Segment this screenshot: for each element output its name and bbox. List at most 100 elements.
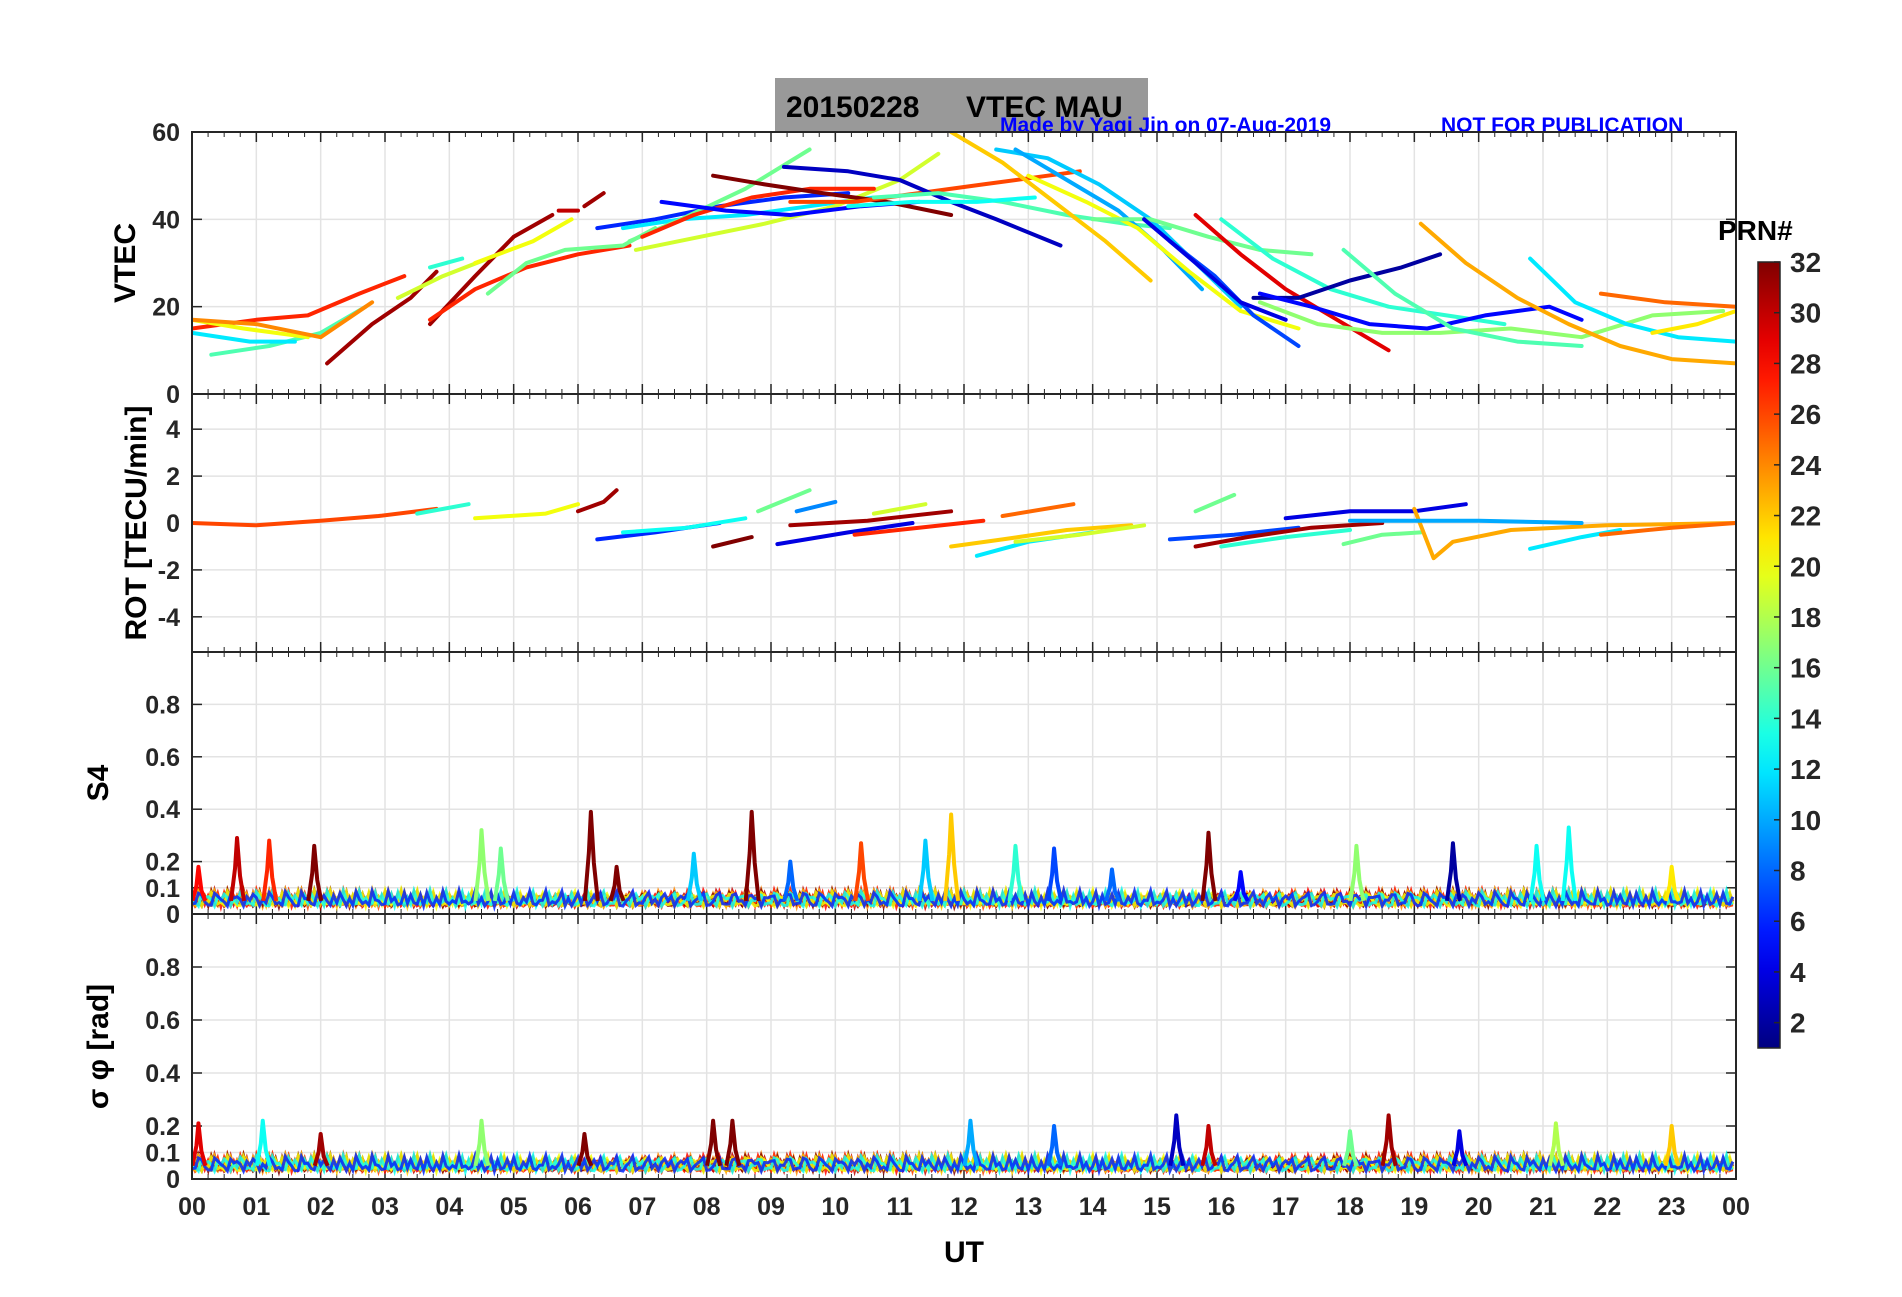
- x-axis-label: UT: [944, 1236, 984, 1269]
- spike-prn-17: [473, 1118, 491, 1167]
- spike-prn-28: [192, 864, 208, 902]
- y-axis-label-vtec: VTEC: [109, 223, 142, 303]
- series-prn-16: [1193, 492, 1237, 514]
- spike-prn-14: [1007, 843, 1025, 902]
- series-group-s4: [192, 809, 1735, 913]
- series-prn-14: [428, 256, 465, 270]
- colorbar-label: 32: [1790, 247, 1821, 278]
- spike-prn-21: [1663, 864, 1681, 902]
- y-tick-label: 0.4: [145, 1060, 180, 1088]
- x-tick-label: 03: [371, 1193, 399, 1221]
- x-tick-label: 20: [1465, 1193, 1493, 1221]
- spike-prn-11: [685, 851, 703, 902]
- colorbar-label: 6: [1790, 906, 1806, 937]
- y-tick-label: 0.4: [145, 796, 180, 824]
- y-tick-label: 0.6: [145, 744, 180, 772]
- y-tick-label: 0.8: [145, 954, 180, 982]
- series-prn-21: [1650, 309, 1736, 335]
- series-group-vtec: [192, 132, 1736, 366]
- colorbar-label: 10: [1790, 805, 1821, 836]
- x-tick-label: 08: [693, 1193, 721, 1221]
- series-group-rot: [192, 488, 1736, 561]
- series-prn-32: [711, 535, 754, 549]
- title-date: 20150228: [786, 91, 919, 124]
- colorbar-label: 30: [1790, 298, 1821, 329]
- spike-prn-13: [254, 1118, 272, 1167]
- y-tick-label: 0: [166, 510, 180, 538]
- colorbar-label: 26: [1790, 399, 1821, 430]
- series-prn-26: [788, 169, 1082, 204]
- spike-prn-3: [1168, 1113, 1186, 1167]
- spike-prn-32: [576, 1131, 594, 1167]
- series-prn-3: [781, 164, 1063, 248]
- series-prn-17: [1257, 300, 1726, 340]
- series-prn-23: [1418, 221, 1736, 366]
- series-prn-24: [192, 300, 375, 340]
- spike-prn-7: [1046, 846, 1064, 902]
- spike-prn-32: [705, 1118, 723, 1167]
- spike-prn-32: [306, 843, 324, 902]
- series-prn-16: [1090, 217, 1314, 257]
- spike-prn-5: [1232, 870, 1250, 902]
- colorbar-label: 16: [1790, 653, 1821, 684]
- spike-prn-13: [1560, 825, 1578, 902]
- x-tick-label: 00: [1722, 1193, 1750, 1221]
- x-tick-label: 13: [1014, 1193, 1042, 1221]
- spike-prn-27: [261, 838, 279, 902]
- y-tick-label: 20: [152, 294, 180, 322]
- x-tick-label: 17: [1272, 1193, 1300, 1221]
- y-tick-label: 0: [166, 901, 180, 929]
- y-tick-label: 0: [166, 381, 180, 409]
- panel-sigma_phi: 00.10.2 0.4 0.6 0.8 σ φ [rad]: [82, 913, 1737, 1194]
- series-prn-20: [473, 217, 574, 265]
- y-tick-label: 4: [166, 416, 180, 444]
- colorbar-label: 4: [1790, 957, 1806, 988]
- spike-prn-32: [582, 809, 600, 902]
- colorbar-label: 22: [1790, 501, 1821, 532]
- colorbar-label: 2: [1790, 1008, 1806, 1039]
- y-tick-label: 0.6: [145, 1007, 180, 1035]
- colorbar-label: 20: [1790, 551, 1821, 582]
- series-prn-15: [1341, 247, 1584, 348]
- spike-prn-32: [743, 809, 761, 902]
- series-prn-19: [871, 502, 928, 516]
- series-prn-25: [1000, 502, 1076, 518]
- colorbar-title: PRN#: [1718, 215, 1793, 246]
- spike-prn-16: [1342, 1129, 1359, 1167]
- series-prn-31: [576, 488, 619, 514]
- series-prn-25: [1598, 521, 1736, 537]
- panel-s4: 00.10.2 0.4 0.6 0.8 S4: [82, 651, 1737, 929]
- y-tick-label: -4: [158, 604, 180, 632]
- colorbar-label: 18: [1790, 602, 1821, 633]
- spike-prn-30: [1200, 1124, 1218, 1167]
- y-tick-label: 2: [166, 463, 180, 491]
- series-prn-31: [582, 191, 606, 209]
- title-box: [775, 78, 1148, 132]
- spike-prn-31: [1380, 1113, 1398, 1167]
- series-prn-7: [1167, 525, 1301, 542]
- y-tick-label: 0.8: [145, 691, 180, 719]
- x-tick-label: 07: [628, 1193, 656, 1221]
- series-prn-16: [756, 488, 812, 514]
- colorbar-label: 14: [1790, 703, 1822, 734]
- spike-prn-17: [473, 828, 491, 902]
- series-prn-10: [1348, 518, 1584, 525]
- series-prn-27: [428, 243, 632, 322]
- series-prn-12: [1528, 256, 1736, 344]
- spike-prn-8: [1046, 1124, 1063, 1167]
- colorbar-label: 12: [1790, 754, 1821, 785]
- spike-prn-26: [853, 841, 871, 902]
- series-prn-31: [788, 509, 954, 528]
- series-prn-16: [1341, 530, 1423, 547]
- noise-band-prn-6: [192, 884, 1735, 912]
- x-tick-label: 09: [757, 1193, 785, 1221]
- x-tick-label: 15: [1143, 1193, 1171, 1221]
- spike-prn-16: [492, 846, 510, 902]
- x-tick-label: 02: [307, 1193, 335, 1221]
- spike-prn-8: [782, 859, 800, 902]
- x-tick-label: 21: [1529, 1193, 1557, 1221]
- x-tick-label: 11: [886, 1193, 913, 1221]
- y-tick-label: 0.1: [145, 1140, 180, 1168]
- x-tick-label: 16: [1207, 1193, 1235, 1221]
